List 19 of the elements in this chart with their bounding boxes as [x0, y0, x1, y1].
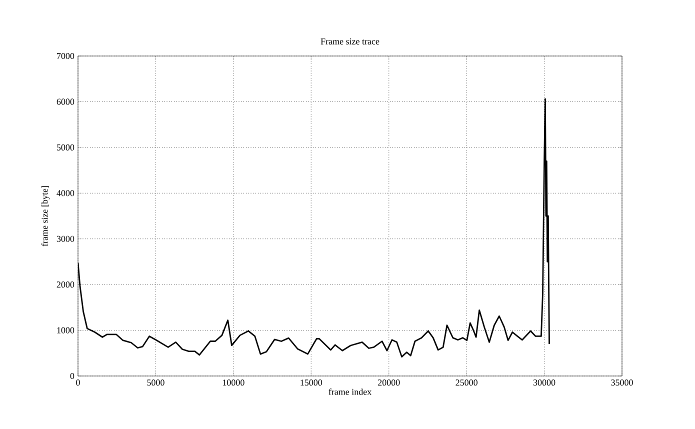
x-axis-title: frame index — [328, 388, 372, 395]
x-tick-label: 30000 — [533, 380, 556, 386]
y-tick-label: 4000 — [56, 190, 74, 196]
x-tick-label: 35000 — [611, 380, 633, 386]
y-tick-label: 2000 — [56, 282, 74, 288]
y-tick-label: 5000 — [56, 144, 74, 150]
y-tick-label: 3000 — [56, 236, 74, 242]
x-tick-label: 5000 — [147, 380, 164, 386]
x-tick-label: 20000 — [378, 380, 400, 386]
x-tick-label: 10000 — [222, 380, 244, 386]
chart-title: Frame size trace — [320, 38, 380, 44]
x-tick-label: 0 — [76, 380, 80, 386]
y-tick-label: 1000 — [57, 327, 74, 334]
y-tick-label: 0 — [70, 372, 74, 380]
y-tick-label: 6000 — [56, 98, 74, 105]
y-tick-label: 7000 — [57, 52, 74, 60]
x-tick-label: 15000 — [300, 380, 322, 386]
x-tick-label: 25000 — [456, 380, 478, 386]
y-axis-title: frame size [byte] — [41, 186, 50, 246]
